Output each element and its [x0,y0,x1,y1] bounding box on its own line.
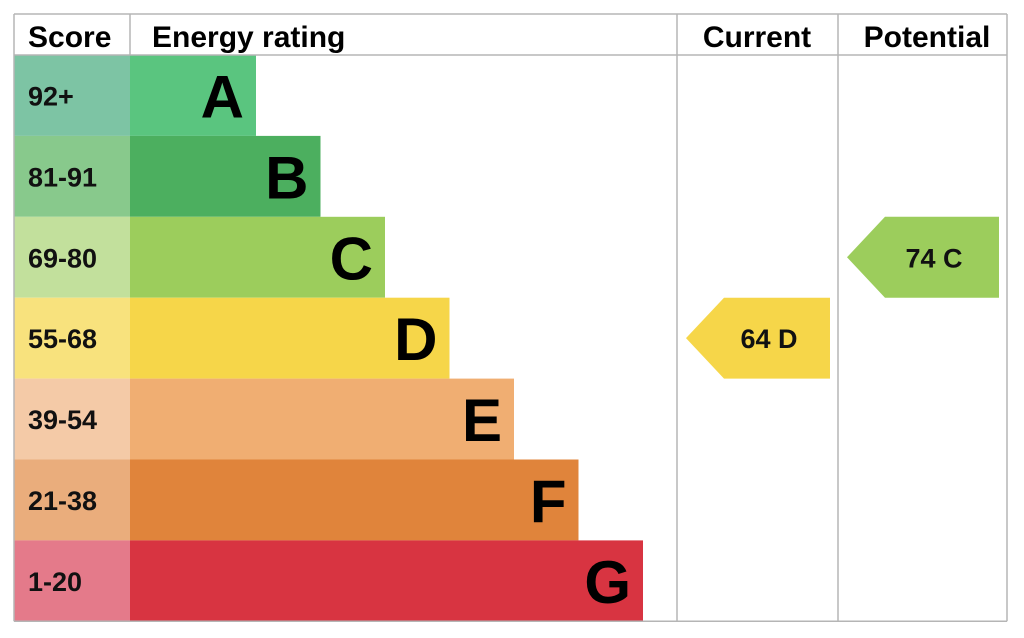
score-cell-d [14,297,130,379]
score-cell-g [14,540,130,622]
score-label-c: 69-80 [28,243,97,273]
band-bar-f [130,459,579,541]
band-bar-a [130,55,256,136]
band-bar-d [130,297,450,379]
score-label-d: 55-68 [28,324,97,354]
score-cell-a [14,55,130,136]
band-letter-d: D [394,306,437,373]
bands-layer: 92+ A 81-91 B 69-80 C 55-68 D 39-54 E 21-38 F 1-20 G [14,55,643,622]
band-bar-b [130,135,321,217]
score-label-e: 39-54 [28,405,97,435]
potential-rating-arrow [847,216,999,298]
band-bar-e [130,378,514,460]
header-energy-rating: Energy rating [152,21,345,54]
score-cell-c [14,216,130,298]
score-cell-b [14,135,130,217]
grid-layer [13,13,1008,623]
band-letter-e: E [462,387,502,454]
band-letter-g: G [584,549,631,616]
header-score: Score [28,21,111,54]
potential-rating-label: 74 C [905,243,962,273]
band-bar-g [130,540,643,622]
band-letter-b: B [265,144,308,211]
arrows-layer: 64 D 74 C [686,216,999,379]
header-current: Current [703,21,811,54]
current-rating-arrow [686,297,830,379]
score-label-b: 81-91 [28,162,97,192]
score-cell-f [14,459,130,541]
band-letter-a: A [201,63,244,130]
header-potential: Potential [864,21,991,54]
score-label-a: 92+ [28,81,74,111]
current-rating-label: 64 D [740,324,797,354]
score-label-g: 1-20 [28,567,82,597]
band-bar-c [130,216,385,298]
score-cell-e [14,378,130,460]
score-label-f: 21-38 [28,486,97,516]
band-letter-f: F [530,468,567,535]
band-letter-c: C [330,225,373,292]
